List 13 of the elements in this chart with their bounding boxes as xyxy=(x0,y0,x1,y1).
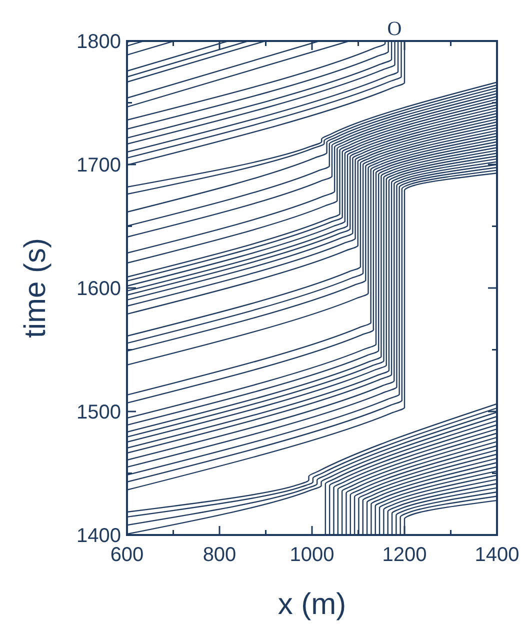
x-tick-label: 600 xyxy=(110,544,144,566)
x-tick-label: 1400 xyxy=(474,544,520,566)
y-axis-title: time (s) xyxy=(19,238,52,338)
x-tick-label: 800 xyxy=(202,544,236,566)
x-axis-title: x (m) xyxy=(278,588,346,621)
y-tick-label: 1800 xyxy=(76,31,121,53)
x-tick-label: 1000 xyxy=(290,544,334,566)
y-tick-label: 1700 xyxy=(76,154,121,176)
x-tick-label: 1200 xyxy=(382,544,427,566)
annotation: O xyxy=(387,18,402,40)
y-tick-label: 1400 xyxy=(76,525,121,547)
y-tick-label: 1500 xyxy=(76,402,121,424)
y-tick-label: 1600 xyxy=(76,278,121,300)
